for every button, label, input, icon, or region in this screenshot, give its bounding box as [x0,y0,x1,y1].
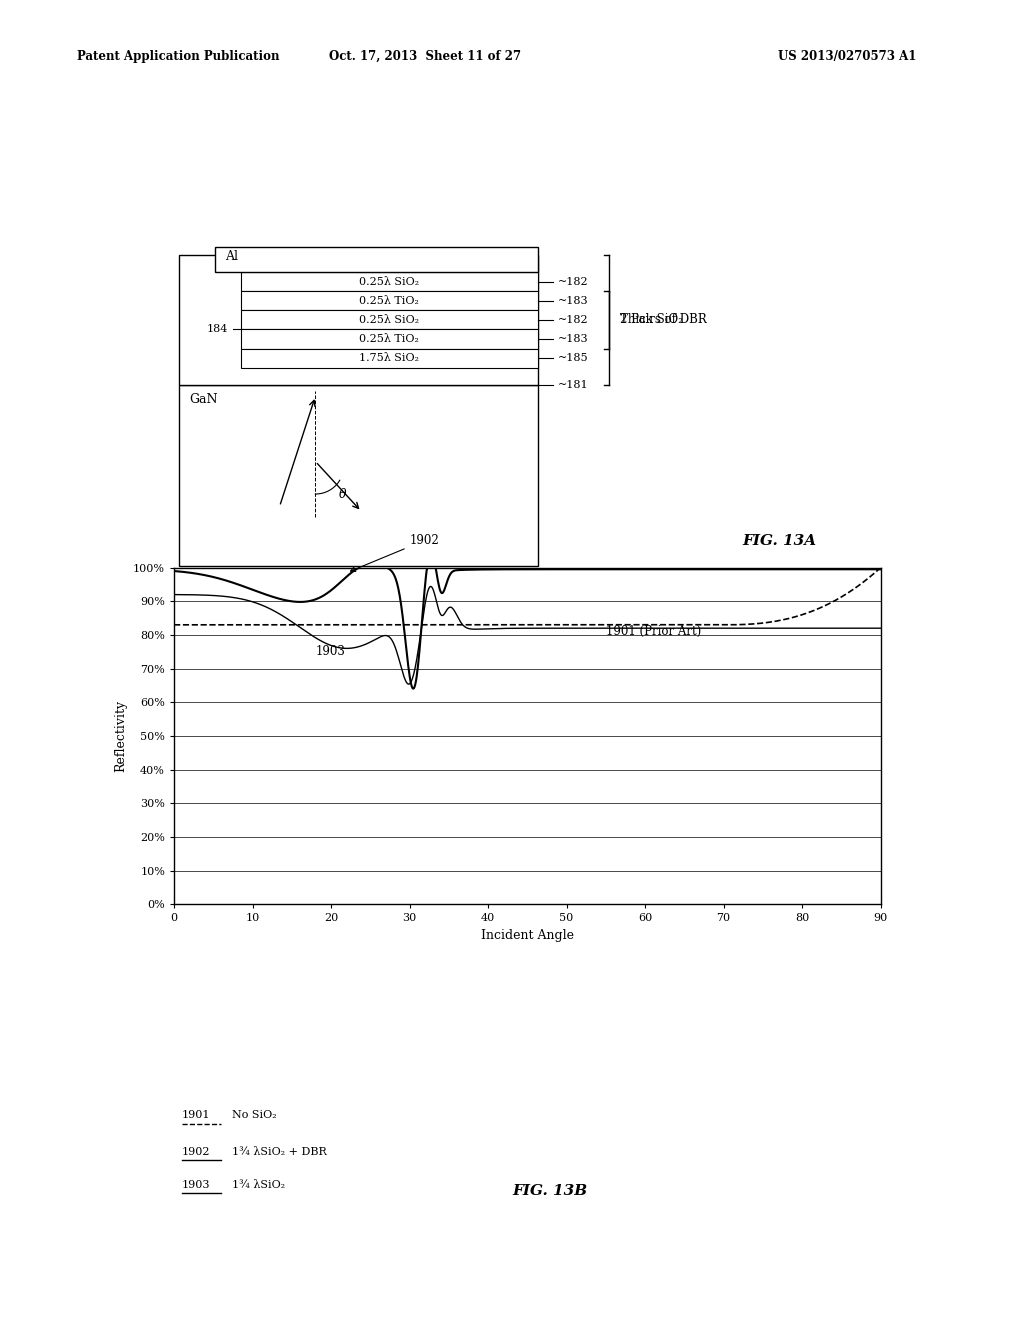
Text: Al: Al [225,249,239,263]
Text: 1902: 1902 [350,535,439,572]
Text: 1902: 1902 [182,1147,210,1156]
Bar [241,330,538,348]
Text: FIG. 13B: FIG. 13B [512,1184,587,1197]
Text: 0.25λ SiO₂: 0.25λ SiO₂ [359,277,419,286]
Text: No SiO₂: No SiO₂ [231,1110,276,1121]
Y-axis label: Reflectivity: Reflectivity [115,700,128,772]
Text: 2 Pairs of DBR: 2 Pairs of DBR [620,313,707,326]
Text: ~183: ~183 [558,334,589,345]
Bar [179,385,538,566]
Bar [241,348,538,367]
Text: ~182: ~182 [558,315,589,325]
X-axis label: Incident Angle: Incident Angle [481,929,573,941]
Text: Oct. 17, 2013  Sheet 11 of 27: Oct. 17, 2013 Sheet 11 of 27 [329,50,521,63]
Text: 1901: 1901 [182,1110,210,1121]
Bar [215,247,538,272]
Text: FIG. 13A: FIG. 13A [742,533,816,548]
Text: US 2013/0270573 A1: US 2013/0270573 A1 [778,50,916,63]
Text: 1903: 1903 [315,645,345,659]
Bar [241,272,538,292]
Text: Thick SiO₂: Thick SiO₂ [620,313,682,326]
Text: θ: θ [338,487,346,500]
Text: Patent Application Publication: Patent Application Publication [77,50,280,63]
Text: ~181: ~181 [558,380,589,391]
Text: ~183: ~183 [558,296,589,306]
Text: 0.25λ SiO₂: 0.25λ SiO₂ [359,315,419,325]
Text: 1901 (Prior Art): 1901 (Prior Art) [606,626,701,638]
Bar [241,292,538,310]
Text: 1¾ λSiO₂ + DBR: 1¾ λSiO₂ + DBR [231,1147,327,1156]
Text: ~182: ~182 [558,277,589,286]
Text: 1.75λ SiO₂: 1.75λ SiO₂ [359,352,419,363]
Text: ~185: ~185 [558,352,589,363]
Text: 1¾ λSiO₂: 1¾ λSiO₂ [231,1180,285,1189]
Text: 0.25λ TiO₂: 0.25λ TiO₂ [359,334,419,345]
Text: GaN: GaN [189,392,218,405]
Text: 184: 184 [207,325,228,334]
Text: 1903: 1903 [182,1180,210,1189]
Text: 0.25λ TiO₂: 0.25λ TiO₂ [359,296,419,306]
Bar [179,255,538,385]
Bar [241,310,538,330]
